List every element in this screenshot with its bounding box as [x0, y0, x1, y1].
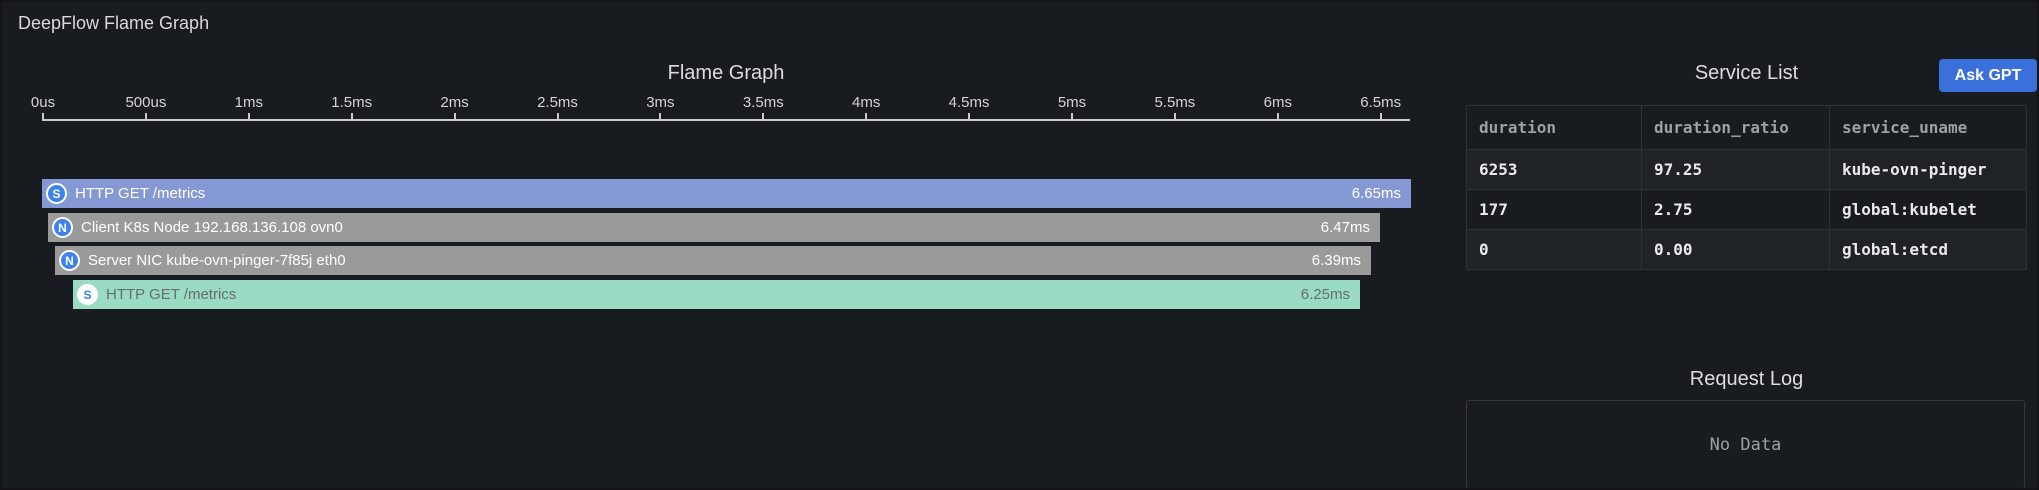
- service-table-cell: 0: [1466, 229, 1642, 270]
- network-span-icon: N: [59, 250, 80, 271]
- axis-tick-label: 6.5ms: [1360, 94, 1402, 111]
- flame-span-bar[interactable]: S HTTP GET /metrics 6.65ms: [42, 179, 1411, 208]
- axis-tick-mark: [762, 113, 765, 121]
- axis-tick-label: 1.5ms: [331, 94, 373, 111]
- axis-tick-label: 5ms: [1057, 94, 1087, 111]
- axis-tick-mark: [1173, 113, 1176, 121]
- axis-tick-label: 3.5ms: [742, 94, 784, 111]
- axis-tick-label: 4ms: [852, 94, 881, 111]
- service-table-cell: kube-ovn-pinger: [1829, 149, 2027, 190]
- axis-tick-mark: [659, 113, 662, 121]
- column-header-duration: duration: [1466, 105, 1642, 150]
- axis-tick-label: 1ms: [234, 94, 263, 111]
- axis-tick-mark: [144, 113, 147, 121]
- flame-span-bar[interactable]: N Client K8s Node 192.168.136.108 ovn0 6.4…: [48, 213, 1380, 242]
- axis-baseline: [42, 119, 1410, 121]
- service-table-row[interactable]: 0 0.00 global:etcd: [1466, 229, 2027, 270]
- span-label: Server NIC kube-ovn-pinger-7f85j eth0: [88, 252, 346, 269]
- ask-gpt-button[interactable]: Ask GPT: [1939, 59, 2037, 92]
- right-section: Service List Ask GPT duration duration_ra…: [1466, 2, 2037, 488]
- axis-tick-label: 4.5ms: [948, 94, 990, 111]
- request-log-empty-box: No Data: [1466, 400, 2025, 488]
- axis-tick-mark: [556, 113, 559, 121]
- column-header-duration_ratio: duration_ratio: [1641, 105, 1830, 150]
- axis-tick-label: 2ms: [440, 94, 469, 111]
- no-data-text: No Data: [1709, 434, 1782, 455]
- flame-time-axis: 0us 500us 1ms 1.5ms 2ms 2.5ms 3ms 3.5ms 4ms 4.5ms…: [2, 94, 1442, 128]
- axis-tick-mark: [350, 113, 353, 121]
- panel-title: DeepFlow Flame Graph: [18, 13, 210, 33]
- span-duration: 6.47ms: [1320, 219, 1370, 236]
- axis-tick-mark: [42, 113, 44, 121]
- axis-tick-label: 0us: [30, 94, 56, 111]
- axis-tick-mark: [865, 113, 868, 121]
- service-table-cell: global:etcd: [1829, 229, 2027, 270]
- axis-tick-mark: [247, 113, 250, 121]
- flame-span-bar[interactable]: S HTTP GET /metrics 6.25ms: [73, 280, 1360, 309]
- network-span-icon: N: [52, 217, 73, 238]
- axis-tick-mark: [1276, 113, 1279, 121]
- span-duration: 6.25ms: [1300, 286, 1350, 303]
- span-label: HTTP GET /metrics: [75, 185, 206, 202]
- system-span-icon: S: [46, 183, 67, 204]
- flame-bars: S HTTP GET /metrics 6.65ms N Client K8s Node…: [2, 179, 1442, 319]
- service-table-header-row: duration duration_ratio service_uname: [1466, 105, 2027, 150]
- service-table-cell: 177: [1466, 189, 1642, 230]
- service-table-row[interactable]: 6253 97.25 kube-ovn-pinger: [1466, 149, 2027, 190]
- service-table-cell: 97.25: [1641, 149, 1830, 190]
- service-list-title: Service List: [1694, 62, 1799, 84]
- span-duration: 6.65ms: [1351, 185, 1401, 202]
- span-duration: 6.39ms: [1311, 252, 1361, 269]
- column-header-service_uname: service_uname: [1829, 105, 2027, 150]
- axis-tick-label: 2.5ms: [537, 94, 578, 111]
- axis-tick-mark: [1071, 113, 1073, 121]
- service-table-cell: 2.75: [1641, 189, 1830, 230]
- request-log-title: Request Log: [1689, 368, 1804, 390]
- span-label: HTTP GET /metrics: [106, 286, 237, 303]
- flame-span-bar[interactable]: N Server NIC kube-ovn-pinger-7f85j eth0 6.…: [55, 246, 1371, 275]
- axis-tick-label: 500us: [125, 94, 167, 111]
- span-label: Client K8s Node 192.168.136.108 ovn0: [81, 219, 343, 236]
- service-list-table: duration duration_ratio service_uname 6253…: [1466, 105, 2027, 270]
- service-table-row[interactable]: 177 2.75 global:kubelet: [1466, 189, 2027, 230]
- service-table-cell: 6253: [1466, 149, 1642, 190]
- axis-tick-label: 5.5ms: [1154, 94, 1196, 111]
- system-span-icon: S: [77, 284, 98, 305]
- axis-tick-mark: [453, 113, 456, 121]
- axis-tick-mark: [1379, 113, 1382, 121]
- flame-graph-title: Flame Graph: [667, 62, 785, 84]
- flame-graph-section: Flame Graph 0us 500us 1ms 1.5ms 2ms 2.5ms 3ms 3…: [2, 2, 1442, 488]
- service-table-cell: global:kubelet: [1829, 189, 2027, 230]
- axis-tick-mark: [968, 113, 971, 121]
- axis-tick-label: 6ms: [1263, 94, 1292, 111]
- axis-tick-label: 3ms: [646, 94, 675, 111]
- service-table-cell: 0.00: [1641, 229, 1830, 270]
